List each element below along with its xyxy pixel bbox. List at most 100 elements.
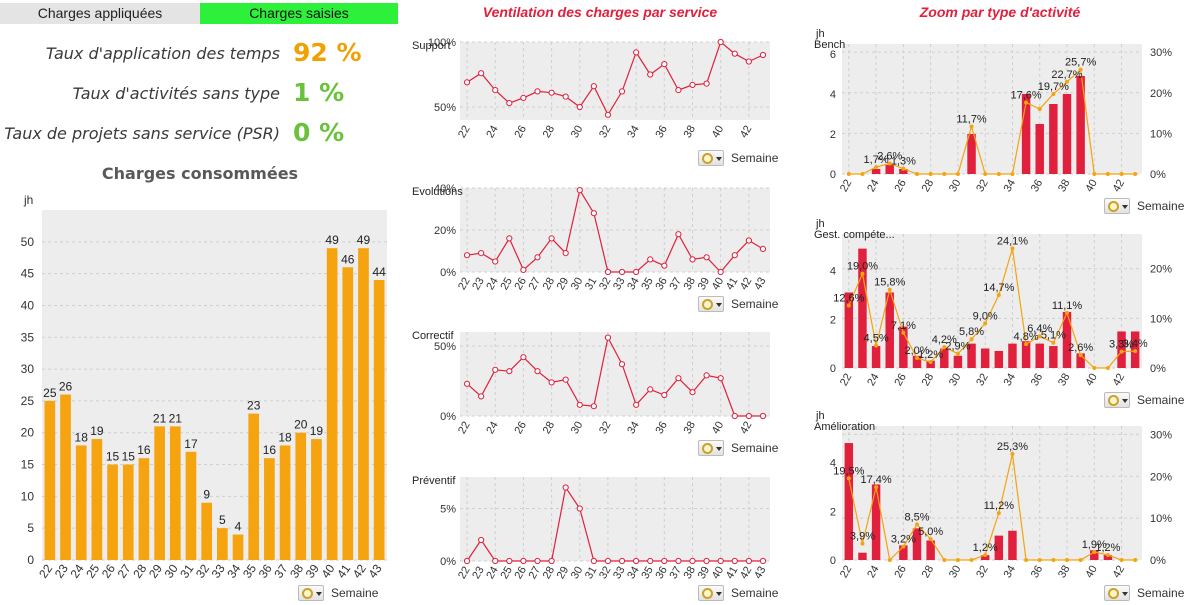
data-point <box>689 389 696 396</box>
bar <box>295 432 307 560</box>
week-dropdown-icon[interactable] <box>298 585 324 601</box>
bar <box>1049 346 1058 368</box>
bar <box>871 169 881 174</box>
x-tick-label: 38 <box>682 565 699 582</box>
share-point <box>1078 67 1083 72</box>
share-point <box>942 345 947 350</box>
share-point <box>1037 558 1042 562</box>
x-tick-label: 42 <box>738 565 755 582</box>
data-point <box>717 375 724 382</box>
week-label: Semaine <box>1137 199 1185 213</box>
data-point <box>675 557 682 565</box>
series-title: Evolutions <box>412 186 463 198</box>
week-dropdown-icon[interactable] <box>698 296 724 312</box>
share-label: 7,1% <box>891 320 916 332</box>
share-point <box>846 303 851 308</box>
week-dropdown-icon[interactable] <box>1104 198 1130 214</box>
data-point <box>562 484 569 491</box>
share-point <box>915 522 919 527</box>
data-point <box>492 258 499 265</box>
data-point <box>618 268 626 276</box>
series-title: Correctif <box>412 330 455 342</box>
share-point <box>1024 558 1029 562</box>
data-point <box>463 557 471 565</box>
share-point <box>955 172 960 176</box>
x-tick-label: 34 <box>625 420 642 437</box>
y-tick-label: 0 <box>830 169 836 181</box>
data-point <box>604 334 612 341</box>
bar <box>232 534 244 560</box>
x-tick-label: 31 <box>583 565 600 582</box>
data-point <box>548 235 555 242</box>
y-tick-label: 25 <box>21 394 35 408</box>
data-point <box>576 401 583 408</box>
week-dropdown-icon[interactable] <box>698 150 724 166</box>
x-tick-label: 42 <box>1111 178 1128 195</box>
x-tick-label: 40 <box>710 565 727 582</box>
data-point <box>618 361 626 368</box>
data-point <box>534 254 541 261</box>
data-point <box>590 557 597 565</box>
x-tick-label: 42 <box>738 124 755 141</box>
bar <box>1021 341 1031 368</box>
x-tick-label: 36 <box>653 420 670 437</box>
data-point <box>661 61 668 68</box>
data-point <box>731 50 738 57</box>
share-point <box>1119 558 1124 562</box>
data-point <box>548 557 555 565</box>
x-tick-label: 35 <box>639 276 656 293</box>
x-tick-label: 25 <box>498 276 515 293</box>
x-tick-label: 37 <box>667 276 684 293</box>
bar-value-label: 26 <box>59 380 73 394</box>
share-label: 24,1% <box>997 235 1028 247</box>
data-point <box>506 368 513 375</box>
share-point <box>955 558 960 562</box>
y-tick-label: 5% <box>440 504 456 516</box>
data-point <box>576 505 583 512</box>
series-title: Support <box>412 40 451 52</box>
share-label: 1,9% <box>1082 539 1107 551</box>
y2-tick-label: 30% <box>1150 429 1172 441</box>
share-label: 5,8% <box>959 326 984 338</box>
share-point <box>874 485 879 490</box>
tab-charges-appliquees[interactable]: Charges appliquées <box>0 3 200 24</box>
bar <box>169 426 181 560</box>
x-tick-label: 32 <box>974 372 991 389</box>
x-tick-label: 39 <box>696 565 713 582</box>
share-point <box>983 552 988 557</box>
plot-area <box>460 42 770 120</box>
bar <box>1008 530 1017 560</box>
x-tick-label: 33 <box>611 276 628 293</box>
data-point <box>576 187 583 194</box>
share-point <box>983 172 988 176</box>
data-point <box>717 38 724 46</box>
share-label: 25,3% <box>997 441 1028 453</box>
y-axis-label: jh <box>815 410 825 422</box>
y2-tick-label: 0% <box>1150 169 1166 181</box>
bar <box>871 346 881 368</box>
x-tick-label: 43 <box>752 565 769 582</box>
week-dropdown-icon[interactable] <box>698 440 724 456</box>
share-point <box>1133 172 1138 176</box>
bar <box>1008 343 1017 368</box>
share-point <box>996 172 1001 176</box>
x-tick-label: 34 <box>625 276 642 293</box>
tab-charges-saisies[interactable]: Charges saisies <box>200 3 398 24</box>
share-point <box>901 166 906 171</box>
data-point <box>633 401 640 408</box>
bar-value-label: 15 <box>106 450 120 464</box>
y-tick-label: 100% <box>428 37 456 49</box>
x-tick-label: 26 <box>892 564 909 581</box>
data-point <box>506 235 513 242</box>
y2-tick-label: 0% <box>1150 363 1166 375</box>
share-label: 4,2% <box>932 334 957 346</box>
share-point <box>1051 91 1056 96</box>
week-dropdown-icon[interactable] <box>1104 585 1130 601</box>
bar-value-label: 15 <box>122 450 136 464</box>
share-label: 3,9% <box>850 531 875 543</box>
x-tick-label: 41 <box>724 565 741 582</box>
week-label: Semaine <box>731 151 779 165</box>
kpi-value-application-rate: 92 % <box>293 38 362 67</box>
week-dropdown-icon[interactable] <box>698 585 724 601</box>
week-dropdown-icon[interactable] <box>1104 392 1130 408</box>
